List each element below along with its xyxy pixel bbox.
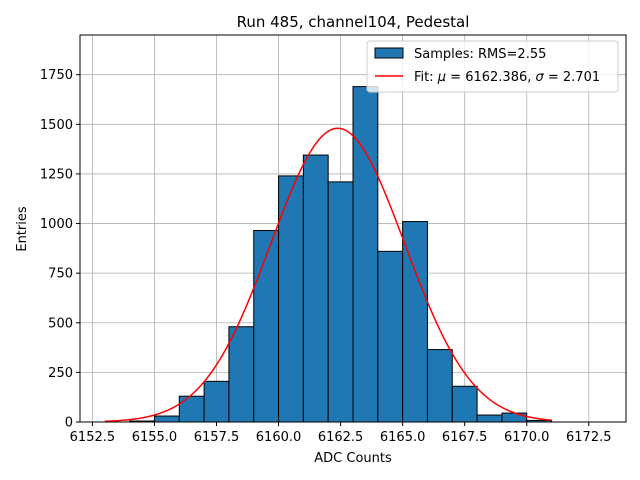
y-tick-label: 1500 — [40, 118, 73, 133]
y-tick-label: 750 — [48, 267, 73, 282]
x-tick-label: 6165.0 — [380, 430, 426, 445]
y-axis-label: Entries — [15, 206, 30, 252]
x-tick-label: 6160.0 — [256, 430, 302, 445]
x-tick-label: 6172.5 — [566, 430, 612, 445]
legend-box — [366, 40, 619, 93]
histogram-bar — [352, 86, 379, 423]
chart-title: Run 485, channel104, Pedestal — [237, 13, 470, 31]
x-tick-label: 6162.5 — [318, 430, 364, 445]
legend-fit-mu-value: = 6162.386, — [446, 70, 535, 85]
legend-fit-prefix: Fit: — [414, 70, 438, 85]
y-tick-label: 1250 — [40, 167, 73, 182]
y-tick-label: 500 — [48, 316, 73, 331]
legend-fit-sigma-value: = 2.701 — [544, 70, 600, 85]
histogram-bar — [476, 414, 503, 423]
x-axis-label: ADC Counts — [314, 451, 392, 466]
legend-samples-label: Samples: RMS=2.55 — [414, 47, 546, 62]
plot-frame — [79, 34, 627, 423]
histogram-bar — [402, 221, 428, 423]
x-tick-label: 6157.5 — [194, 430, 240, 445]
histogram-bar — [228, 326, 255, 423]
y-tick-label: 0 — [65, 416, 73, 431]
fit-curve — [104, 127, 552, 423]
histogram-bar — [451, 385, 478, 423]
x-axis-ticks: 6152.5 6155.0 6157.5 6160.0 6162.5 6165.0 6167… — [70, 422, 612, 445]
y-tick-label: 250 — [48, 366, 73, 381]
y-tick-label: 1000 — [40, 217, 73, 232]
histogram-bar — [327, 181, 354, 423]
histogram-bar — [501, 412, 528, 423]
histogram-bars — [129, 86, 553, 423]
x-tick-label: 6152.5 — [70, 430, 116, 445]
legend: Samples: RMS=2.55 Fit: μ = 6162.386, σ =… — [366, 40, 619, 93]
histogram-bar — [253, 229, 280, 423]
x-tick-label: 6170.0 — [504, 430, 550, 445]
y-tick-label: 1750 — [40, 68, 73, 83]
histogram-bar — [203, 380, 230, 423]
histogram-bar — [377, 250, 404, 423]
histogram-bar — [302, 154, 329, 423]
histogram-bar — [178, 395, 205, 423]
histogram-bar — [426, 349, 453, 423]
legend-samples-swatch — [374, 47, 404, 59]
x-tick-label: 6167.5 — [442, 430, 488, 445]
histogram-bar — [153, 415, 180, 423]
legend-fit-label: Fit: μ = 6162.386, σ = 2.701 — [414, 70, 600, 85]
legend-fit-sigma-symbol: σ — [536, 70, 545, 85]
y-axis-ticks: 0 250 500 750 1000 1250 1500 1750 — [40, 68, 80, 431]
legend-fit-mu-symbol: μ — [437, 70, 446, 85]
x-tick-label: 6155.0 — [132, 430, 178, 445]
